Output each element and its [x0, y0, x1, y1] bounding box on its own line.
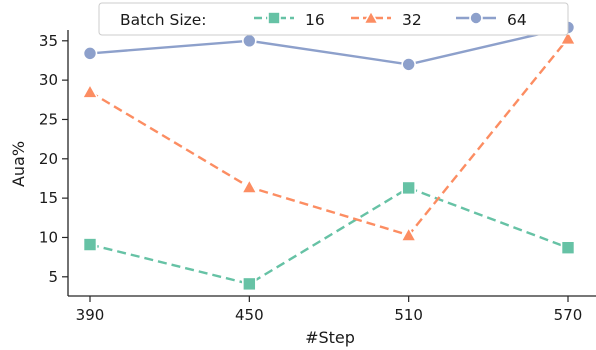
- data-point-16: [82, 237, 98, 252]
- x-tick-label: 450: [235, 306, 264, 324]
- series-line-16: [89, 186, 569, 286]
- data-point-64: [82, 46, 98, 61]
- data-point-32: [399, 225, 418, 242]
- series-line-32: [89, 37, 569, 237]
- data-point-16: [401, 180, 416, 196]
- y-tick-label: 15: [39, 189, 58, 207]
- data-point-64: [242, 33, 257, 49]
- data-point-16: [242, 276, 257, 292]
- y-axis-title: Aua%: [9, 141, 28, 187]
- data-point-32: [240, 177, 259, 194]
- legend-frame: [98, 2, 569, 36]
- y-tick-label: 35: [39, 32, 58, 50]
- legend-label-16: 16: [305, 11, 325, 29]
- y-axis-ticks: 5 10 15 20 25 30 35: [39, 32, 68, 286]
- legend-marker-64: [469, 11, 483, 25]
- legend-label-64: 64: [507, 11, 527, 29]
- series-line-64: [89, 26, 569, 66]
- series-32: [81, 29, 577, 242]
- y-tick-label: 5: [48, 268, 58, 286]
- legend: Batch Size: 16 32 64: [98, 2, 569, 36]
- series-layer: [81, 20, 577, 292]
- legend-marker-32: [362, 9, 380, 25]
- x-tick-label: 510: [394, 306, 423, 324]
- x-axis-title: #Step: [305, 328, 355, 347]
- x-tick-label: 570: [554, 306, 583, 324]
- plot-area: [67, 30, 596, 297]
- data-point-16: [560, 240, 576, 255]
- y-tick-label: 20: [39, 150, 58, 168]
- data-point-32: [559, 29, 577, 46]
- data-point-64: [401, 57, 416, 72]
- legend-marker-16: [267, 11, 281, 25]
- data-point-32: [81, 82, 99, 99]
- y-tick-label: 30: [39, 71, 58, 89]
- x-tick-label: 390: [76, 306, 105, 324]
- y-tick-label: 25: [39, 110, 58, 128]
- series-16: [82, 180, 576, 292]
- y-tick-label: 10: [39, 228, 58, 246]
- legend-entries: 16 32 64: [254, 9, 527, 29]
- x-axis-ticks: 390 450 510 570: [76, 296, 583, 324]
- legend-title: Batch Size:: [120, 11, 207, 29]
- legend-label-32: 32: [402, 11, 422, 29]
